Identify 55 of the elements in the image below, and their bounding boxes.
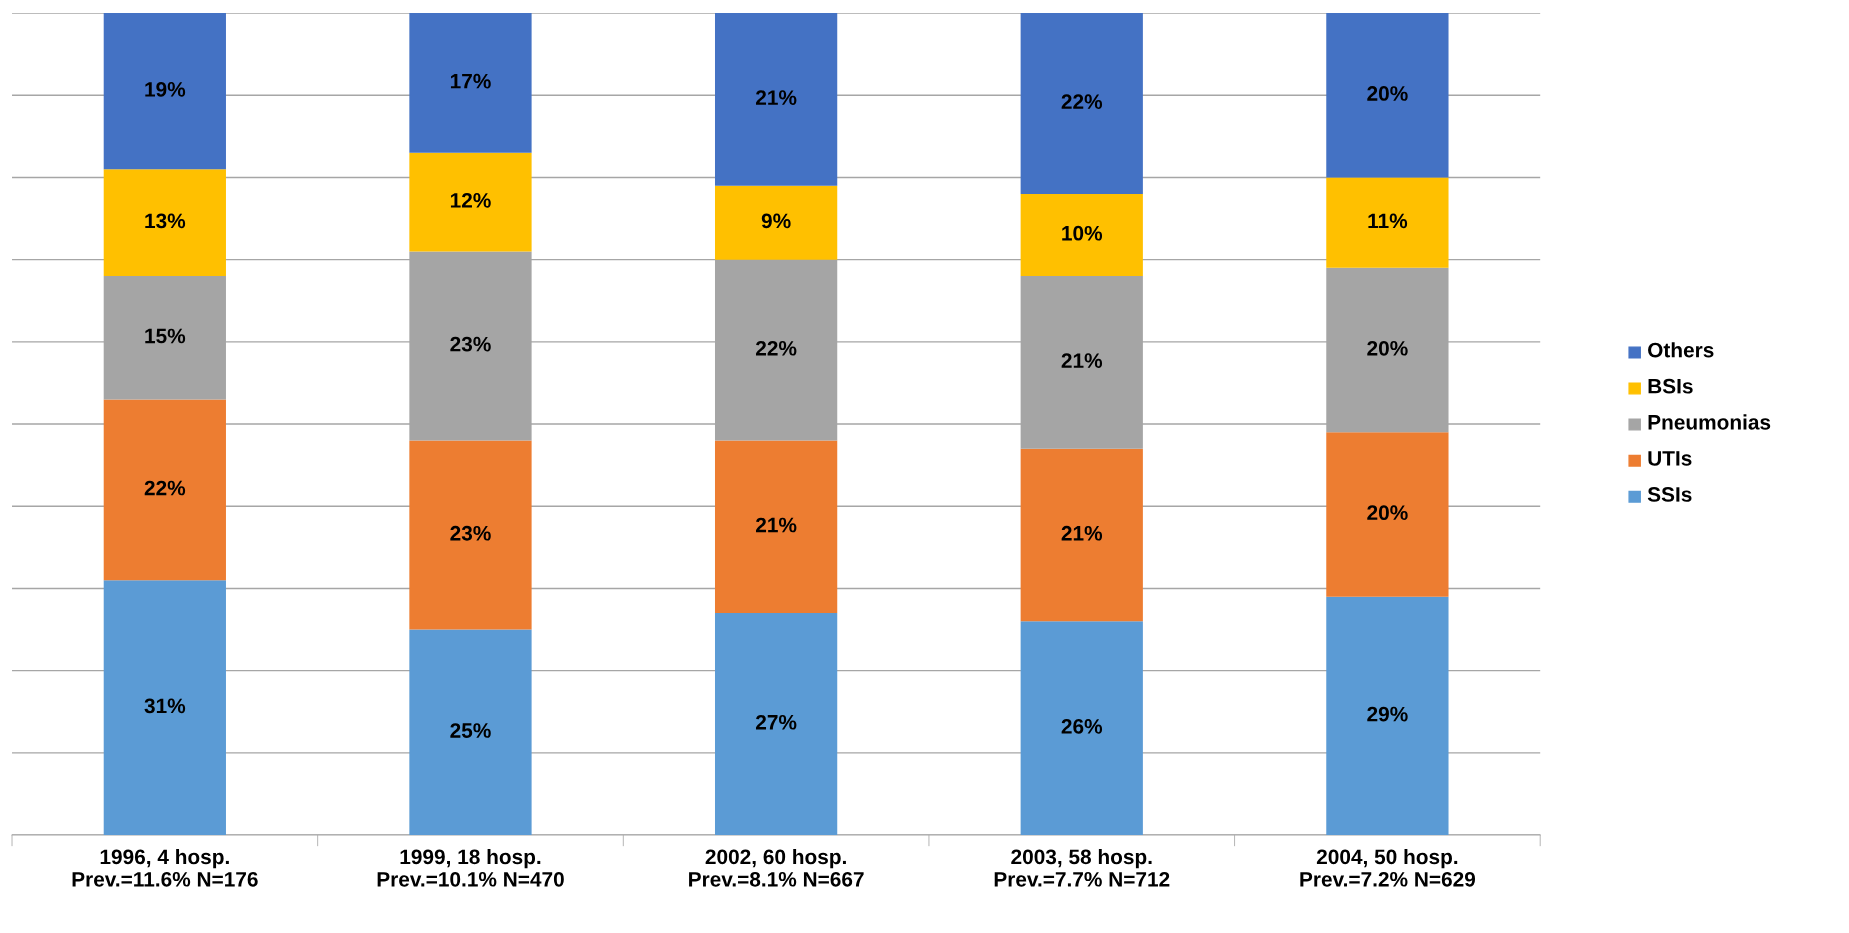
bar <box>1020 193 1143 277</box>
x-tick-label: 2002, 60 hosp. Prev.=8.1% N=667 <box>689 848 864 887</box>
x-tick-label: 2003, 58 hosp. Prev.=7.7% N=712 <box>994 848 1170 887</box>
bar <box>103 169 226 277</box>
bar <box>714 440 838 614</box>
x-tick-label: 1999, 18 hosp. Prev.=10.1% N=470 <box>377 848 564 887</box>
data-label: 15% <box>145 328 186 344</box>
bar <box>103 399 226 581</box>
data-label: 21% <box>1061 353 1103 368</box>
legend-label: SSIs <box>1647 487 1692 502</box>
bar <box>1326 13 1449 178</box>
data-label: 10% <box>1062 225 1103 241</box>
bar <box>409 152 532 252</box>
data-label: 21% <box>1061 525 1103 541</box>
data-label: 9% <box>761 213 791 229</box>
bar <box>714 13 838 186</box>
x-tick-label: 1996, 4 hosp. Prev.=11.6% N=176 <box>72 848 258 887</box>
data-label: 12% <box>450 192 491 208</box>
legend-label: UTIs <box>1648 451 1692 466</box>
legend-label: BSIs <box>1648 378 1693 394</box>
data-label: 20% <box>1367 86 1408 101</box>
data-label: 27% <box>755 714 797 730</box>
bar <box>103 13 226 170</box>
bar <box>714 613 838 836</box>
bar <box>1020 621 1143 836</box>
data-label: 17% <box>450 73 491 89</box>
data-label: 19% <box>145 81 186 97</box>
data-label: 31% <box>144 698 186 714</box>
bar <box>103 580 226 836</box>
data-label: 21% <box>755 517 797 533</box>
data-label: 23% <box>450 525 491 541</box>
x-tick-label: 2004, 50 hosp. Prev.=7.2% N=629 <box>1300 848 1476 887</box>
legend-label: Pneumonias <box>1648 414 1771 430</box>
data-label: 23% <box>450 336 491 352</box>
bar <box>409 629 532 836</box>
bar <box>714 185 838 260</box>
data-label: 22% <box>144 480 186 496</box>
bar <box>1020 448 1143 622</box>
data-label: 22% <box>1061 94 1103 110</box>
bar <box>409 13 532 153</box>
legend-label: Others <box>1648 342 1714 358</box>
data-label: 21% <box>755 90 797 105</box>
bar <box>1326 432 1449 597</box>
bar <box>409 440 532 630</box>
data-label: 26% <box>1061 719 1103 734</box>
bar <box>1326 596 1449 836</box>
data-label: 22% <box>755 340 797 356</box>
bar <box>1326 177 1449 268</box>
data-label: 11% <box>1368 213 1408 229</box>
data-label: 13% <box>145 213 186 229</box>
data-label: 29% <box>1367 706 1408 722</box>
data-label: 20% <box>1367 505 1408 521</box>
bar <box>1020 13 1143 194</box>
data-label: 20% <box>1367 340 1408 356</box>
data-label: 25% <box>450 723 491 738</box>
